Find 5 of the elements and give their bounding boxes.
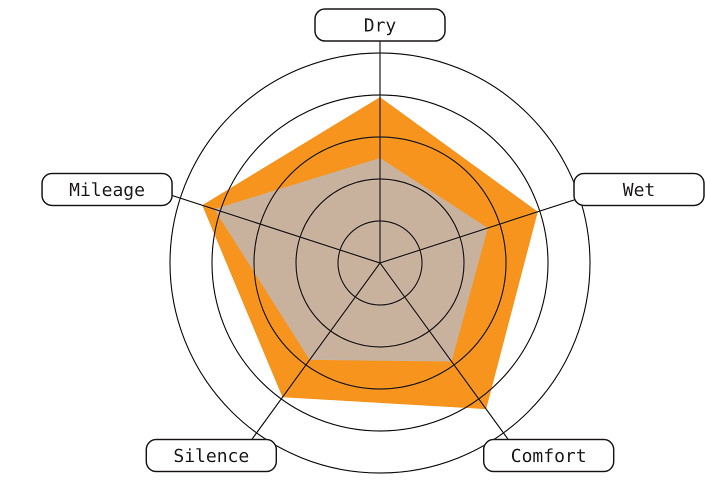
spoke-label: Wet xyxy=(622,180,656,201)
spoke-label: Comfort xyxy=(510,446,587,467)
spoke-label: Mileage xyxy=(69,180,145,201)
spoke-label: Silence xyxy=(173,446,250,467)
spoke-label: Dry xyxy=(364,15,396,36)
